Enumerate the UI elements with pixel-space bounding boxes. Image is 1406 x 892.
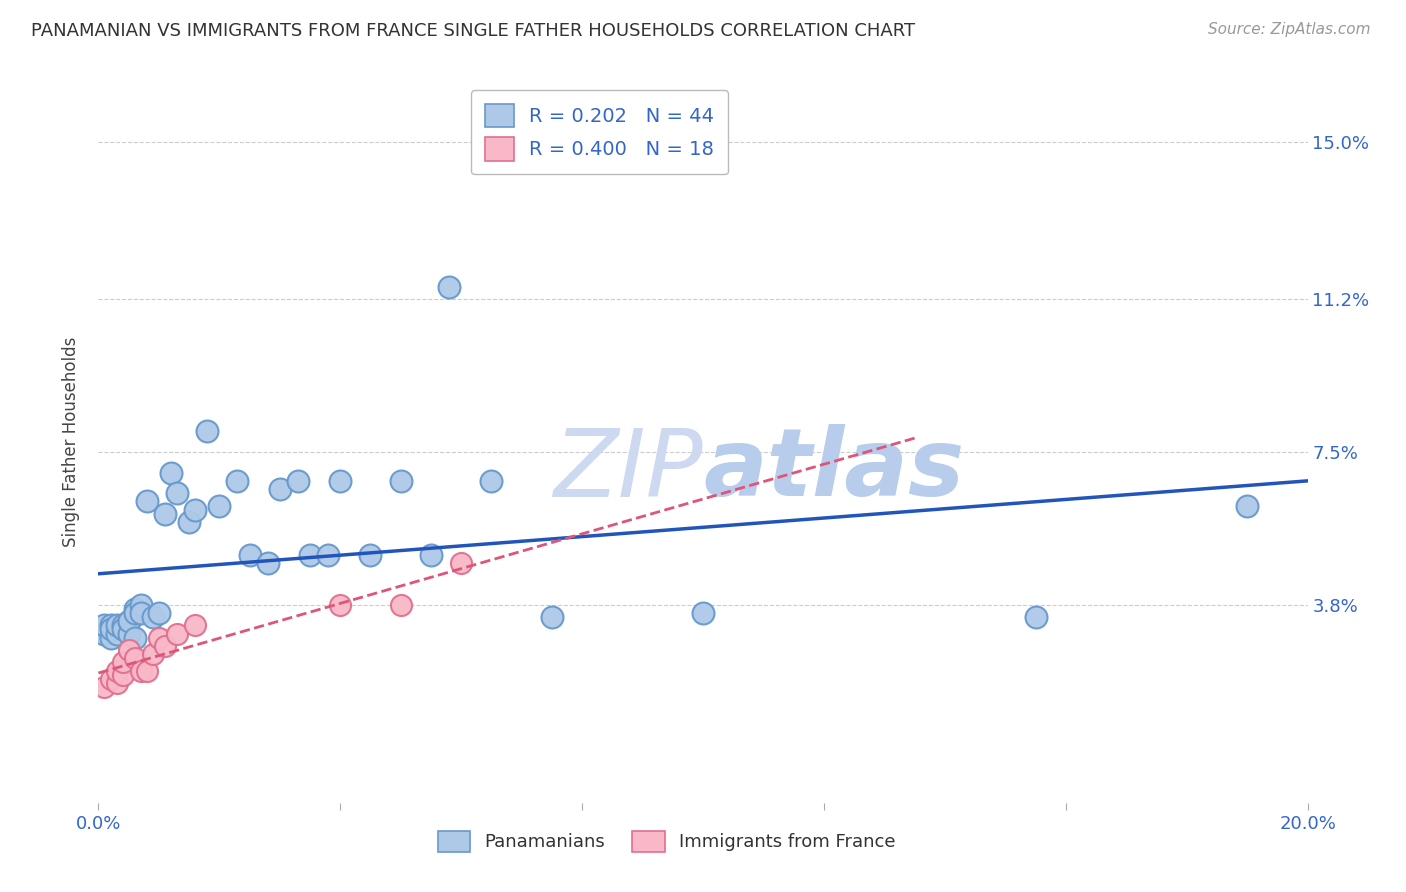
Point <box>287 474 309 488</box>
Point <box>450 557 472 571</box>
Point <box>329 598 352 612</box>
Point <box>118 643 141 657</box>
Point <box>481 474 503 488</box>
Point <box>135 494 157 508</box>
Point <box>148 631 170 645</box>
Point <box>420 548 443 562</box>
Point <box>105 626 128 640</box>
Point <box>111 656 134 670</box>
Point <box>389 474 412 488</box>
Point <box>389 598 412 612</box>
Point <box>105 676 128 690</box>
Point <box>360 548 382 562</box>
Point <box>166 486 188 500</box>
Point <box>269 482 291 496</box>
Text: PANAMANIAN VS IMMIGRANTS FROM FRANCE SINGLE FATHER HOUSEHOLDS CORRELATION CHART: PANAMANIAN VS IMMIGRANTS FROM FRANCE SIN… <box>31 22 915 40</box>
Point <box>195 424 218 438</box>
Point <box>129 598 152 612</box>
Point <box>166 626 188 640</box>
Point <box>142 647 165 661</box>
Point <box>100 672 122 686</box>
Point <box>129 664 152 678</box>
Point <box>129 606 152 620</box>
Point <box>124 651 146 665</box>
Point <box>100 631 122 645</box>
Legend: Panamanians, Immigrants from France: Panamanians, Immigrants from France <box>430 823 903 859</box>
Point <box>208 499 231 513</box>
Point <box>148 606 170 620</box>
Point <box>142 610 165 624</box>
Y-axis label: Single Father Households: Single Father Households <box>62 336 80 547</box>
Point <box>316 548 339 562</box>
Point <box>184 618 207 632</box>
Point <box>111 618 134 632</box>
Point <box>299 548 322 562</box>
Point <box>160 466 183 480</box>
Point <box>124 601 146 615</box>
Point <box>692 606 714 620</box>
Point <box>93 618 115 632</box>
Point <box>179 515 201 529</box>
Point <box>118 626 141 640</box>
Point <box>135 664 157 678</box>
Point <box>105 664 128 678</box>
Point <box>124 631 146 645</box>
Point <box>184 502 207 516</box>
Text: Source: ZipAtlas.com: Source: ZipAtlas.com <box>1208 22 1371 37</box>
Point <box>111 668 134 682</box>
Point <box>226 474 249 488</box>
Point <box>540 610 562 624</box>
Point <box>93 680 115 694</box>
Point <box>153 639 176 653</box>
Point <box>118 614 141 628</box>
Point <box>105 618 128 632</box>
Point <box>256 557 278 571</box>
Point <box>93 626 115 640</box>
Point <box>1024 610 1046 624</box>
Point <box>124 606 146 620</box>
Point <box>118 614 141 628</box>
Point <box>100 623 122 637</box>
Point <box>153 507 176 521</box>
Text: ZIP: ZIP <box>554 425 703 516</box>
Point <box>1236 499 1258 513</box>
Point <box>111 623 134 637</box>
Text: atlas: atlas <box>703 425 965 516</box>
Point <box>437 279 460 293</box>
Point <box>239 548 262 562</box>
Point <box>329 474 352 488</box>
Point <box>100 618 122 632</box>
